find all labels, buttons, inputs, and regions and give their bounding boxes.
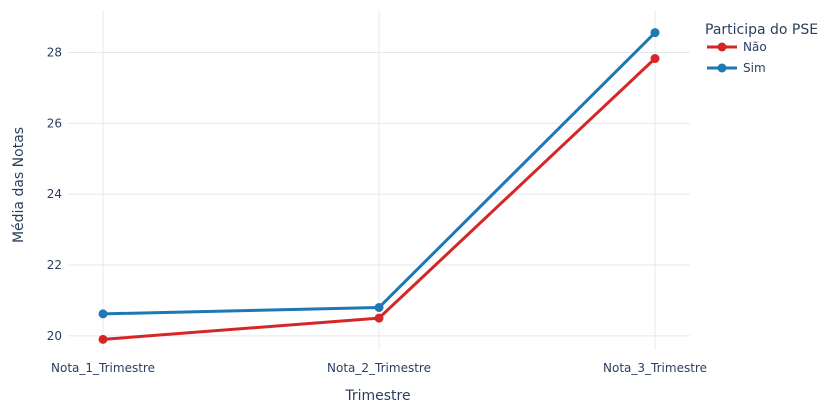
series [98, 28, 660, 319]
data-point[interactable] [650, 28, 660, 38]
y-axis-title: Média das Notas [11, 127, 27, 243]
x-tick-label: Nota_1_Trimestre [51, 361, 155, 375]
y-tick-label: 22 [47, 258, 62, 272]
x-axis-title: Trimestre [344, 388, 410, 403]
data-point[interactable] [98, 309, 108, 319]
legend-swatch-marker [717, 63, 727, 73]
y-tick-label: 24 [47, 187, 62, 201]
legend-item[interactable]: Não [707, 40, 767, 54]
y-tick-label: 28 [47, 46, 62, 60]
x-axis-ticks: Nota_1_Trimestre Nota_2_Trimestre Nota_3_T… [51, 361, 707, 375]
data-point[interactable] [650, 54, 660, 64]
legend-label: Sim [743, 61, 766, 75]
series-group [98, 28, 660, 344]
grid-lines [68, 10, 690, 350]
data-point[interactable] [374, 303, 384, 312]
data-point[interactable] [374, 313, 384, 323]
legend[interactable]: Participa do PSE Não Sim [705, 22, 818, 75]
legend-title: Participa do PSE [705, 22, 818, 38]
x-tick-label: Nota_3_Trimestre [603, 361, 707, 375]
x-tick-label: Nota_2_Trimestre [327, 361, 431, 375]
legend-label: Não [743, 40, 767, 54]
data-point[interactable] [98, 334, 108, 344]
legend-items: Não Sim [707, 40, 767, 75]
y-tick-label: 26 [47, 116, 62, 130]
y-axis-ticks: 20 22 24 26 28 [47, 46, 62, 343]
legend-swatch-marker [717, 42, 727, 52]
y-tick-label: 20 [47, 329, 62, 343]
series [98, 54, 660, 344]
legend-item[interactable]: Sim [707, 61, 766, 75]
